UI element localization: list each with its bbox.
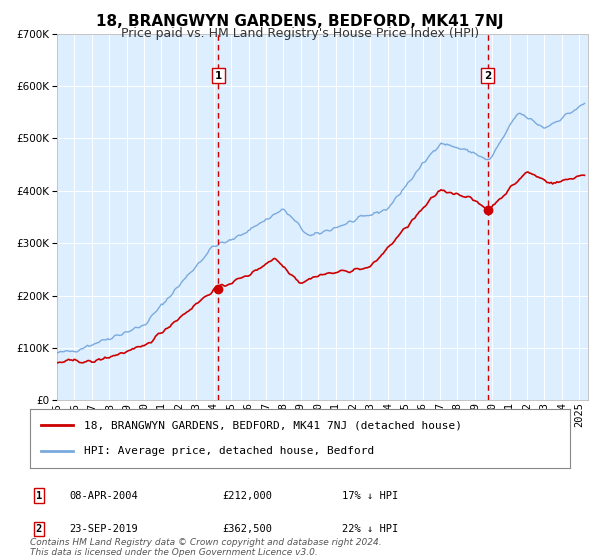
Text: Price paid vs. HM Land Registry's House Price Index (HPI): Price paid vs. HM Land Registry's House … [121,27,479,40]
Text: HPI: Average price, detached house, Bedford: HPI: Average price, detached house, Bedf… [84,446,374,456]
Text: 22% ↓ HPI: 22% ↓ HPI [342,524,398,534]
Text: 23-SEP-2019: 23-SEP-2019 [69,524,138,534]
Text: 2: 2 [484,71,491,81]
Text: 18, BRANGWYN GARDENS, BEDFORD, MK41 7NJ (detached house): 18, BRANGWYN GARDENS, BEDFORD, MK41 7NJ … [84,420,462,430]
Text: 08-APR-2004: 08-APR-2004 [69,491,138,501]
Text: 1: 1 [36,491,42,501]
Text: 2: 2 [36,524,42,534]
Text: 17% ↓ HPI: 17% ↓ HPI [342,491,398,501]
Text: 1: 1 [215,71,222,81]
Text: £362,500: £362,500 [222,524,272,534]
Text: 18, BRANGWYN GARDENS, BEDFORD, MK41 7NJ: 18, BRANGWYN GARDENS, BEDFORD, MK41 7NJ [96,14,504,29]
Text: Contains HM Land Registry data © Crown copyright and database right 2024.
This d: Contains HM Land Registry data © Crown c… [30,538,382,557]
Text: £212,000: £212,000 [222,491,272,501]
